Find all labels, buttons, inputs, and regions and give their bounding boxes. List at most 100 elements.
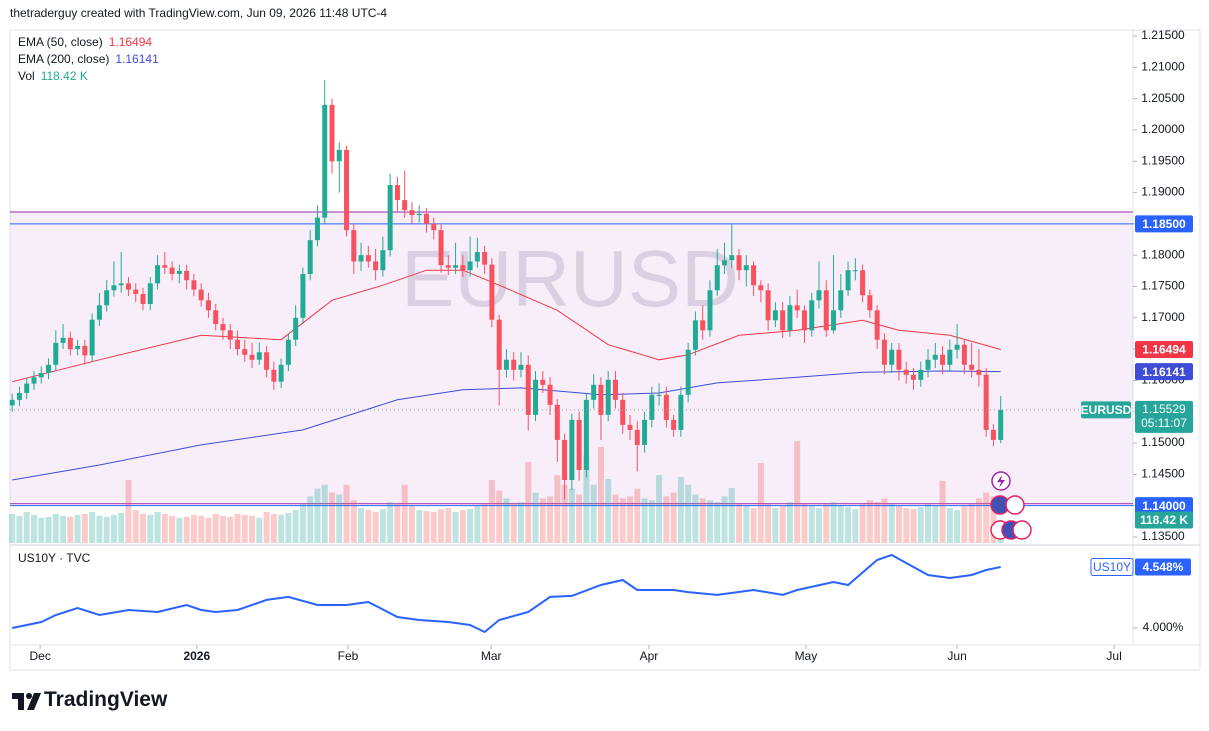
x-tick-label: Jul	[1106, 649, 1121, 663]
candle-body	[852, 270, 858, 272]
candle-body	[831, 310, 837, 331]
candle-body	[125, 283, 131, 290]
x-tick-label: Jun	[947, 649, 966, 663]
candle-body	[365, 255, 371, 262]
candle-body	[656, 394, 662, 396]
y-tick-label: 1.21000	[1141, 59, 1185, 73]
volume-bar	[358, 508, 365, 543]
volume-bar	[408, 506, 415, 543]
volume-bar	[794, 441, 801, 543]
event-icon[interactable]	[1012, 520, 1032, 540]
volume-bar	[16, 515, 23, 543]
series-badge	[1090, 558, 1134, 577]
candle-body	[416, 213, 422, 216]
volume-bar	[939, 480, 946, 543]
candle-body	[722, 260, 728, 266]
volume-bar	[169, 515, 176, 543]
plot-area: 1.135001.140001.145001.150001.155001.160…	[9, 28, 1193, 663]
candle-body	[169, 267, 175, 274]
volume-bar	[452, 511, 459, 543]
volume-bar	[23, 511, 30, 543]
candle-body	[976, 369, 982, 375]
candle-body	[751, 265, 757, 286]
price-badge-label: EURUSD	[1081, 403, 1132, 417]
candle-body	[307, 240, 313, 274]
candle-body	[569, 419, 575, 481]
candle-body	[285, 339, 291, 365]
volume-bar	[903, 508, 910, 543]
candle-body	[46, 364, 52, 373]
candle-body	[736, 255, 742, 271]
candle-body	[445, 265, 451, 268]
volume-bar	[779, 506, 786, 543]
volume-bar	[859, 504, 866, 543]
candle-body	[947, 349, 953, 365]
volume-bar	[699, 498, 706, 543]
volume-bar	[815, 508, 822, 543]
candle-body	[431, 223, 437, 231]
y-tick-label: 1.17000	[1141, 310, 1185, 324]
event-icon[interactable]	[1005, 495, 1025, 515]
legend-row: EMA (200, close) 1.16141	[18, 52, 159, 66]
candle-body	[896, 349, 902, 370]
volume-bar	[866, 500, 873, 543]
volume-bar	[823, 504, 830, 543]
candle-body	[525, 364, 531, 415]
price-badge-label: 4.548%	[1143, 560, 1184, 574]
volume-bar	[786, 502, 793, 543]
logo-icon	[12, 693, 41, 710]
volume-bar	[365, 510, 372, 543]
candle-body	[772, 310, 778, 321]
candle-body	[423, 213, 429, 224]
volume-bar	[285, 512, 292, 543]
candle-body	[16, 392, 22, 400]
volume-bar	[627, 496, 634, 543]
volume-bar	[736, 504, 743, 543]
candle-body	[605, 379, 611, 415]
candle-body	[358, 255, 364, 262]
candle-body	[954, 344, 960, 350]
candle-body	[118, 283, 124, 286]
y-tick-label: 1.19000	[1141, 185, 1185, 199]
candle-body	[205, 300, 211, 311]
candle-body	[707, 290, 713, 331]
volume-bar	[467, 509, 474, 543]
candle-body	[176, 270, 182, 274]
candle-body	[31, 377, 37, 384]
price-badge	[1135, 400, 1193, 433]
volume-bar	[917, 507, 924, 543]
candle-body	[293, 317, 299, 340]
volume-bar	[895, 506, 902, 543]
candle-body	[801, 310, 807, 331]
volume-bar	[554, 475, 561, 543]
volume-bar	[685, 484, 692, 543]
volume-bar	[990, 496, 997, 543]
candle-body	[700, 320, 706, 331]
candle-body	[235, 339, 241, 350]
price-badge-label: 1.16141	[1142, 365, 1186, 379]
candle-body	[576, 419, 582, 470]
volume-bar	[954, 510, 961, 543]
volume-bar	[270, 513, 277, 543]
volume-bar	[307, 496, 314, 543]
header: thetraderguy created with TradingView.co…	[10, 6, 388, 20]
candle-body	[743, 265, 749, 271]
volume-bar	[74, 514, 81, 543]
volume-bar	[510, 504, 517, 543]
volume-bar	[874, 502, 881, 543]
candle-body	[67, 337, 73, 350]
price-badge	[1135, 363, 1193, 381]
candle-body	[380, 250, 386, 271]
y-tick-label: 1.18000	[1141, 247, 1185, 261]
volume-bar	[910, 509, 917, 543]
volume-bar	[263, 511, 270, 543]
volume-bar	[474, 506, 481, 543]
volume-bar	[837, 506, 844, 543]
candle-body	[82, 345, 88, 356]
volume-bar	[961, 506, 968, 543]
candle-body	[191, 280, 197, 290]
candle-body	[89, 319, 95, 356]
event-icons	[990, 471, 1032, 540]
